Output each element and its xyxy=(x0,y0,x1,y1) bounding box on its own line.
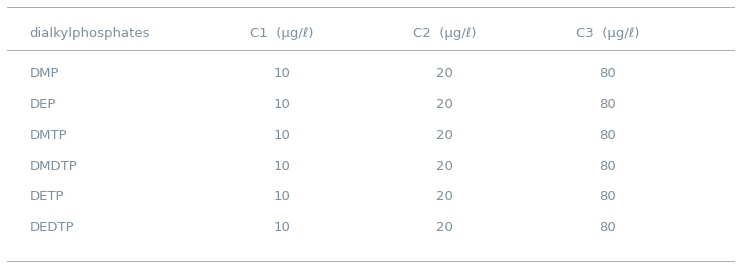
Text: 80: 80 xyxy=(599,191,616,203)
Text: 20: 20 xyxy=(436,67,453,80)
Text: C3  (μg/ℓ): C3 (μg/ℓ) xyxy=(576,27,639,40)
Text: 80: 80 xyxy=(599,129,616,142)
Text: DETP: DETP xyxy=(30,191,64,203)
Text: 10: 10 xyxy=(273,160,290,173)
Text: 10: 10 xyxy=(273,129,290,142)
Text: DEDTP: DEDTP xyxy=(30,221,74,234)
Text: 20: 20 xyxy=(436,191,453,203)
Text: C1  (μg/ℓ): C1 (μg/ℓ) xyxy=(250,27,313,40)
Text: 20: 20 xyxy=(436,221,453,234)
Text: C2  (μg/ℓ): C2 (μg/ℓ) xyxy=(413,27,476,40)
Text: 20: 20 xyxy=(436,129,453,142)
Text: 10: 10 xyxy=(273,98,290,111)
Text: 10: 10 xyxy=(273,191,290,203)
Text: 80: 80 xyxy=(599,221,616,234)
Text: 20: 20 xyxy=(436,160,453,173)
Text: 20: 20 xyxy=(436,98,453,111)
Text: DMP: DMP xyxy=(30,67,59,80)
Text: DMDTP: DMDTP xyxy=(30,160,77,173)
Text: dialkylphosphates: dialkylphosphates xyxy=(30,27,150,40)
Text: 80: 80 xyxy=(599,67,616,80)
Text: 80: 80 xyxy=(599,98,616,111)
Text: 10: 10 xyxy=(273,221,290,234)
Text: 80: 80 xyxy=(599,160,616,173)
Text: DEP: DEP xyxy=(30,98,56,111)
Text: DMTP: DMTP xyxy=(30,129,67,142)
Text: 10: 10 xyxy=(273,67,290,80)
